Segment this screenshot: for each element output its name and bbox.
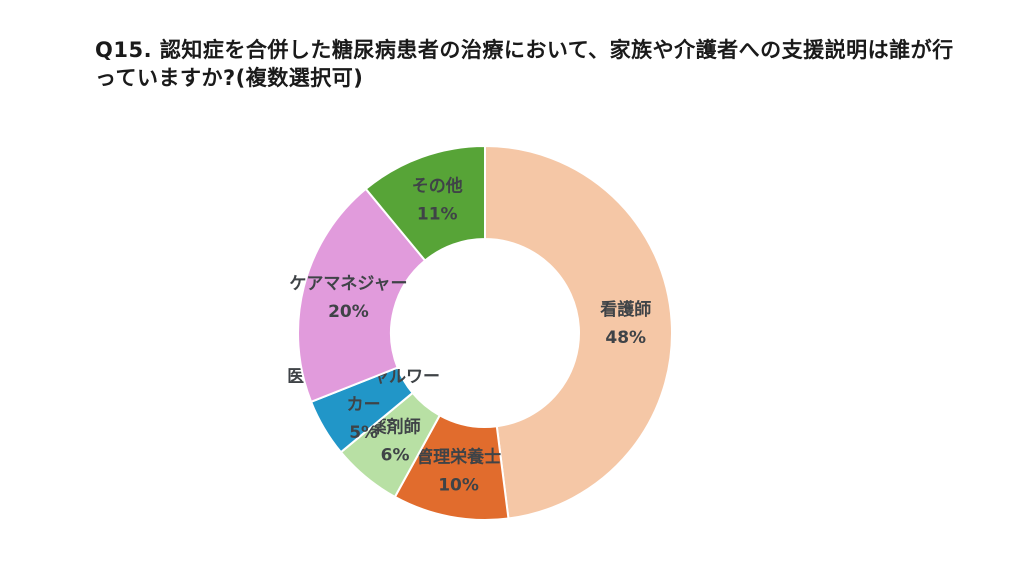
chart-question-title: Q15. 認知症を合併した糖尿病患者の治療において、家族や介護者への支援説明は誰… <box>95 38 954 90</box>
slice-label: ケアマネジャー 20% <box>289 274 407 322</box>
slice-label: 薬剤師 6% <box>370 417 421 466</box>
donut-slice <box>297 187 427 403</box>
slice-label: 看護師 48% <box>599 299 651 348</box>
donut-slice <box>484 145 673 520</box>
slice-label: 管理栄養士 10% <box>416 447 501 496</box>
slice-label: その他 11% <box>412 175 463 224</box>
donut-slice <box>364 145 486 262</box>
